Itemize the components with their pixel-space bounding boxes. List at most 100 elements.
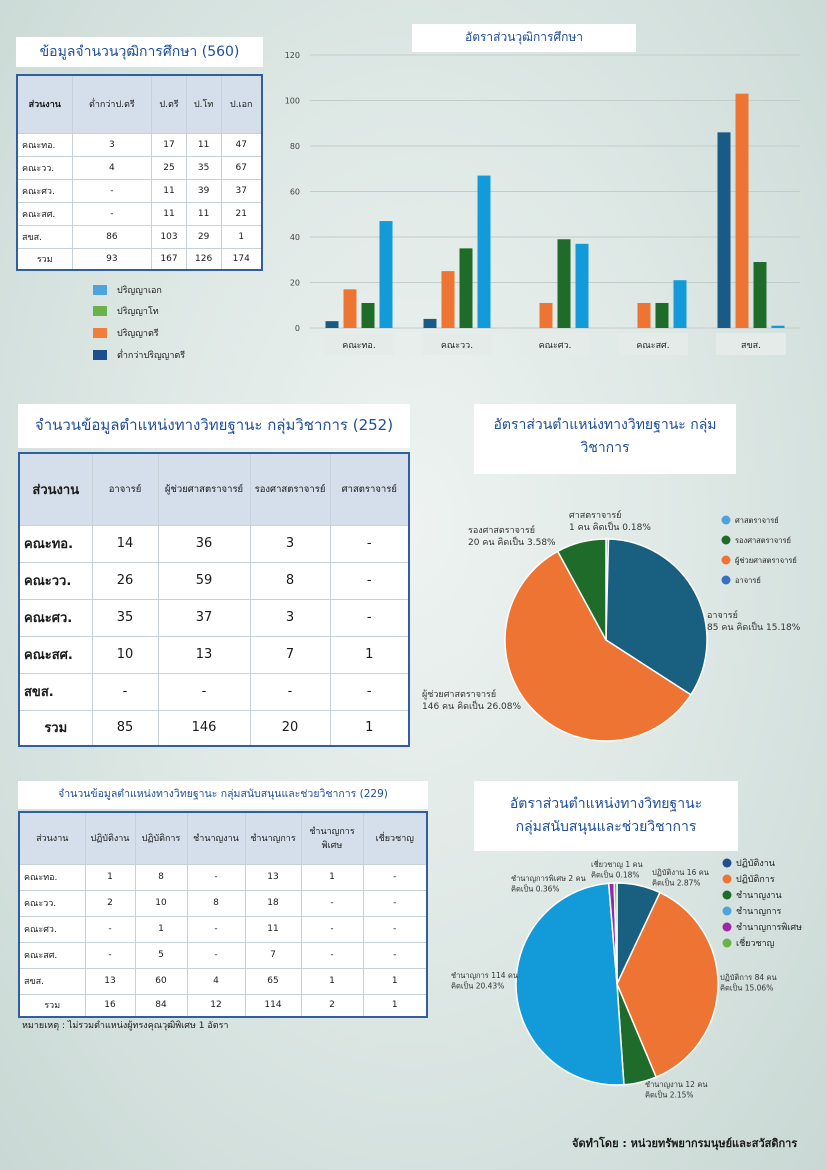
- legend-item: ปริญญาตรี: [93, 326, 159, 340]
- slice-label: ชำนาญการพิเศษ 2 คนคิดเป็น 0.36%: [511, 874, 586, 894]
- legend-label: เชี่ยวชาญ: [736, 936, 775, 949]
- total-value-cell: 1: [362, 993, 428, 1018]
- legend-label: รองศาสตราจารย์: [735, 536, 791, 545]
- slice-label-line: รองศาสตราจารย์: [468, 524, 535, 536]
- table-row: คณะสศ. -11 11 21: [16, 201, 263, 226]
- value-cell: -: [329, 561, 410, 600]
- value-cell: -: [329, 672, 410, 711]
- header-cell: ต่ำกว่าป.ตรี: [71, 74, 153, 134]
- table-row: คณะทอ. 3 17 11 47: [16, 132, 263, 157]
- table-row: คณะสศ. 10 13 7 1: [18, 635, 410, 674]
- value-cell: 35: [91, 598, 159, 637]
- value-cell: -: [84, 941, 136, 969]
- value-cell: 47: [220, 132, 263, 157]
- value-cell: 26: [91, 561, 159, 600]
- table-row: คณะสศ. -5-7- -: [18, 941, 428, 969]
- slice-label: ผู้ช่วยศาสตราจารย์146 คน คิดเป็น 26.08%: [422, 688, 522, 712]
- value-cell: 11: [151, 201, 187, 226]
- value-cell: 7: [244, 941, 302, 969]
- value-cell: -: [329, 598, 410, 637]
- value-cell: 14: [91, 524, 159, 563]
- value-cell: -: [329, 524, 410, 563]
- value-cell: 8: [249, 561, 331, 600]
- slice-label: ปฏิบัติการ 84 คนคิดเป็น 15.06%: [720, 973, 777, 993]
- legend-label: ปฏิบัติการ: [736, 874, 775, 885]
- bar: [423, 318, 437, 328]
- legend-dot: [721, 555, 731, 565]
- value-cell: -: [157, 672, 251, 711]
- header-cell: ส่วนงาน: [16, 74, 73, 134]
- row-label-cell: คณะศว.: [16, 178, 73, 203]
- academic-pie-chart: ศาสตราจารย์1 คน คิดเป็น 0.18%รองศาสตราจา…: [422, 509, 801, 742]
- header-cell: เชี่ยวชาญ: [362, 811, 428, 865]
- x-tick-label: คณะสศ.: [636, 341, 669, 351]
- legend-dot: [722, 858, 732, 868]
- total-value-cell: 126: [185, 247, 222, 271]
- total-value-cell: 16: [84, 993, 136, 1018]
- value-cell: 5: [134, 941, 188, 969]
- education-chart-title: อัตราส่วนวุฒิการศึกษา: [412, 24, 636, 52]
- bar: [343, 289, 357, 328]
- row-label-cell: สขส.: [18, 672, 93, 711]
- education-table-title: ข้อมูลจำนวนวุฒิการศึกษา (560): [16, 37, 263, 67]
- table-row: คณะศว. -11 39 37: [16, 178, 263, 203]
- row-label-cell: คณะสศ.: [16, 201, 73, 226]
- total-label-cell: รวม: [18, 993, 86, 1018]
- legend-dot: [722, 938, 732, 948]
- header-cell: ปฏิบัติงาน: [84, 811, 136, 865]
- slice-label: ชำนาญงาน 12 คนคิดเป็น 2.15%: [645, 1080, 708, 1100]
- value-cell: 1: [362, 967, 428, 995]
- value-cell: 8: [134, 863, 188, 891]
- legend-label: ปริญญาโท: [117, 307, 159, 317]
- x-tick-box: [716, 333, 786, 355]
- legend-label: ชำนาญการพิเศษ: [736, 922, 802, 933]
- total-value-cell: 12: [186, 993, 246, 1018]
- slice-label-line: 1 คน คิดเป็น 0.18%: [569, 520, 651, 533]
- value-cell: 1: [329, 635, 410, 674]
- value-cell: 25: [151, 155, 187, 180]
- value-cell: 3: [249, 524, 331, 563]
- bar: [379, 221, 393, 328]
- x-tick-label: คณะวว.: [441, 341, 473, 351]
- bar: [459, 248, 473, 328]
- legend-item: ปริญญาเอก: [93, 283, 162, 297]
- header-cell: ชำนาญงาน: [186, 811, 246, 865]
- value-cell: -: [91, 672, 159, 711]
- value-cell: 67: [220, 155, 263, 180]
- x-tick-box: [520, 333, 590, 355]
- header-cell: ชำนาญการ: [244, 811, 302, 865]
- legend-label: ต่ำกว่าปริญญาตรี: [117, 351, 186, 361]
- total-row: รวม 16 84 12 114 2 1: [18, 993, 428, 1018]
- value-cell: 1: [220, 224, 263, 249]
- value-cell: -: [362, 941, 428, 969]
- table-row: คณะทอ. 1 8-13 1-: [18, 863, 428, 891]
- legend-label: ผู้ช่วยศาสตราจารย์: [735, 556, 797, 565]
- header-cell: ป.โท: [185, 74, 222, 134]
- row-label-cell: คณะวว.: [18, 561, 93, 600]
- total-value-cell: 2: [300, 993, 364, 1018]
- value-cell: 2: [84, 889, 136, 917]
- table-row: คณะวว. 26 59 8-: [18, 561, 410, 600]
- total-value-cell: 146: [157, 709, 251, 747]
- total-label-cell: รวม: [18, 709, 93, 747]
- bar: [477, 175, 491, 328]
- row-label-cell: คณะทอ.: [18, 524, 93, 563]
- y-tick-label: 80: [290, 142, 300, 151]
- value-cell: 65: [244, 967, 302, 995]
- value-cell: 59: [157, 561, 251, 600]
- value-cell: 39: [185, 178, 222, 203]
- row-label-cell: คณะทอ.: [18, 863, 86, 891]
- total-value-cell: 1: [329, 709, 410, 747]
- bar: [771, 325, 785, 328]
- legend-dot: [721, 575, 731, 585]
- table-row: คณะศว. 35 37 3-: [18, 598, 410, 637]
- slice-label-line: 20 คน คิดเป็น 3.58%: [468, 535, 556, 548]
- slice-label: เชี่ยวชาญ 1 คนคิดเป็น 0.18%: [591, 859, 643, 880]
- bar: [539, 302, 553, 328]
- slice-label-line: ผู้ช่วยศาสตราจารย์: [422, 688, 496, 700]
- total-value-cell: 85: [91, 709, 159, 747]
- slice-label-line: 146 คน คิดเป็น 26.08%: [422, 699, 522, 712]
- value-cell: -: [362, 863, 428, 891]
- support-note: หมายเหตุ : ไม่รวมตำแหน่งผู้ทรงคุณวุฒิพิเ…: [22, 1021, 229, 1031]
- header-cell: อาจารย์: [91, 452, 159, 526]
